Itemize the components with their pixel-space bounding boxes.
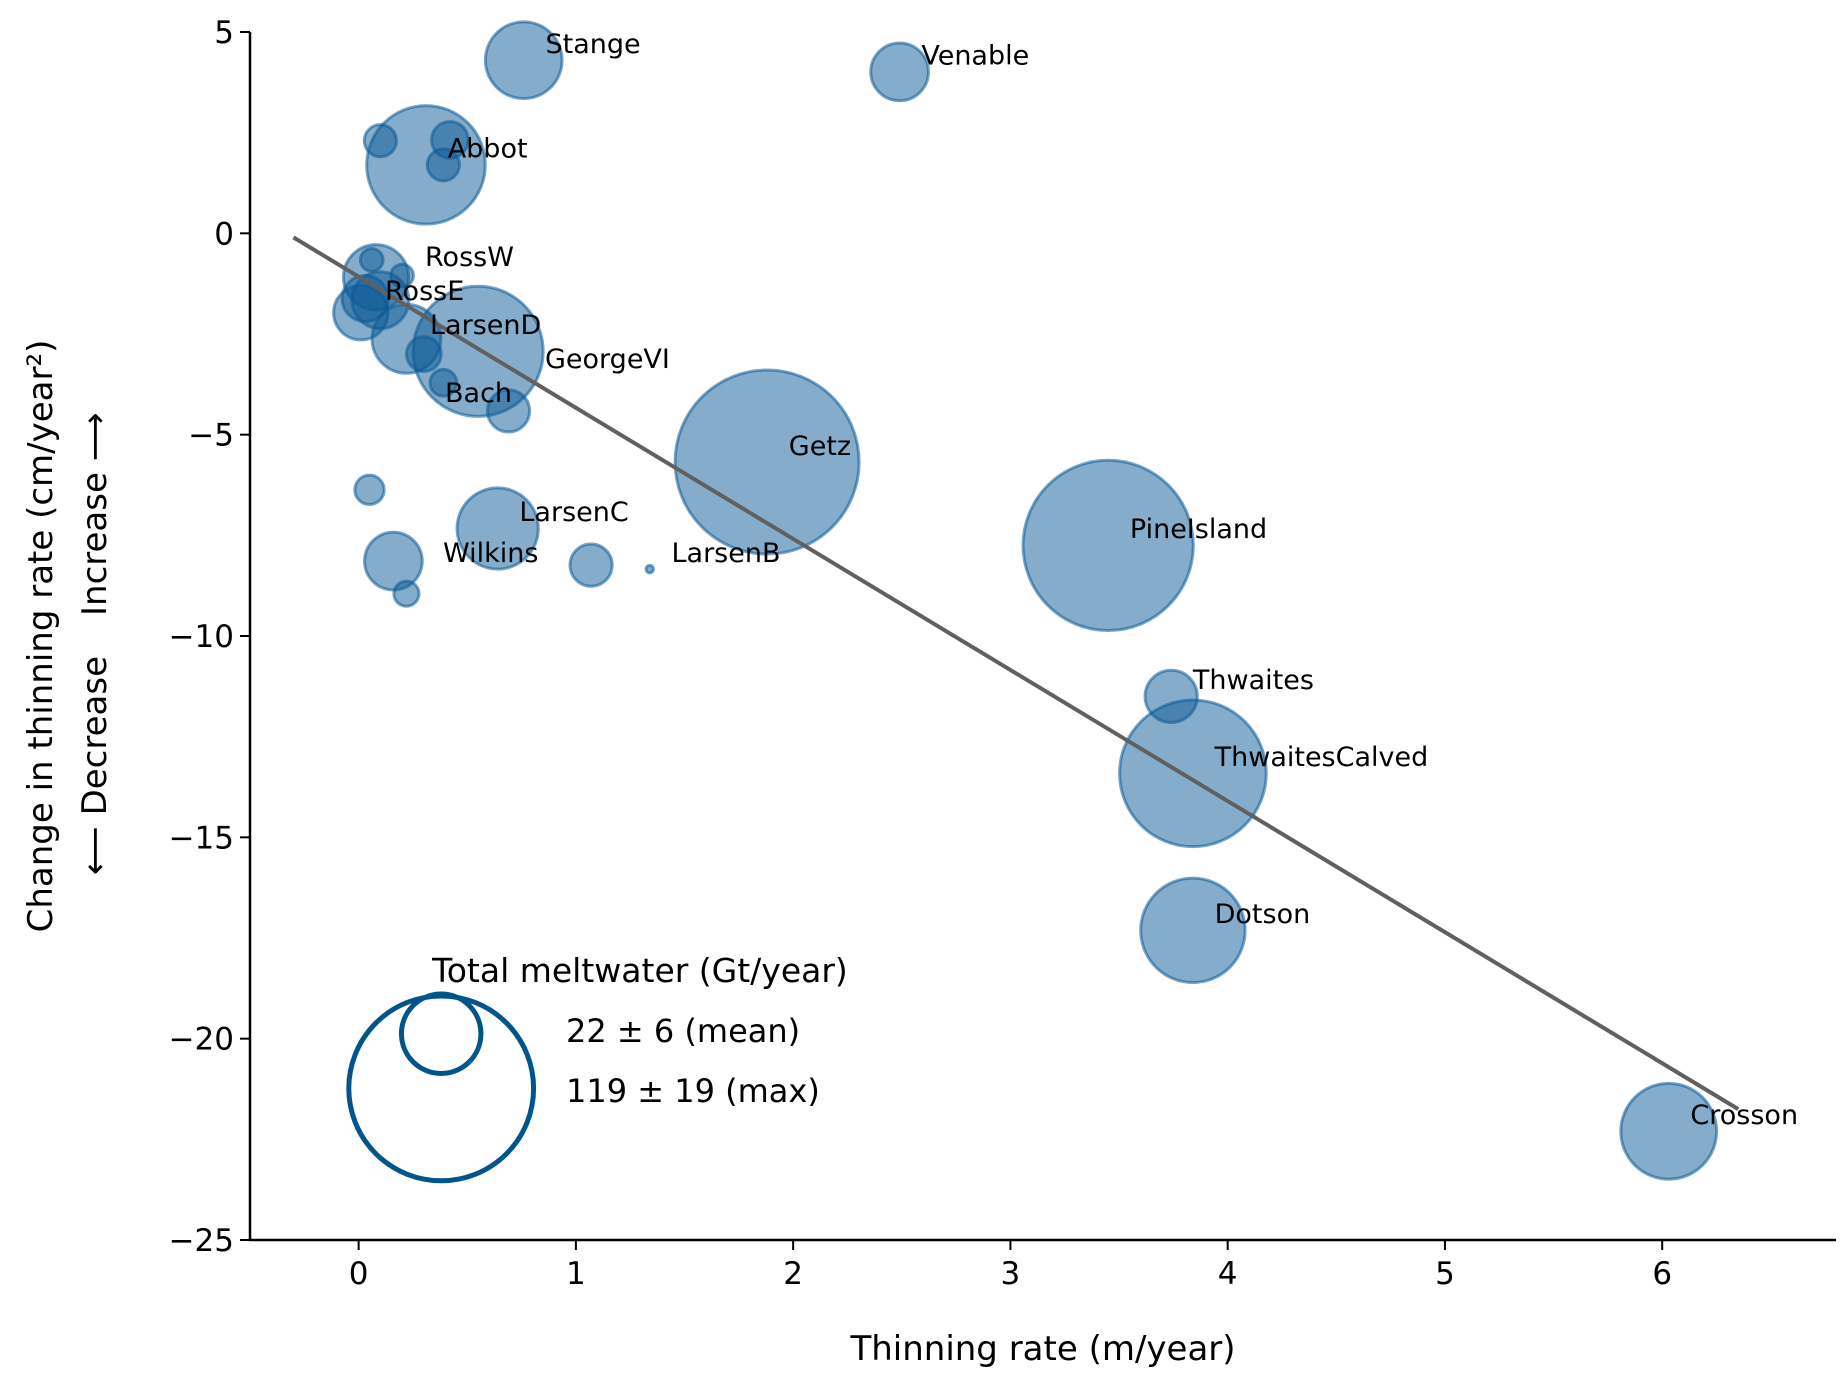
- point-label-rossw: RossW: [425, 242, 514, 273]
- x-tick-label: 5: [1435, 1256, 1455, 1292]
- point-label-pineisland: PineIsland: [1130, 514, 1267, 545]
- data-point: [362, 123, 398, 159]
- data-point-larsenc: [455, 486, 540, 571]
- data-point-thwaites: [1143, 668, 1199, 725]
- x-tick-label: 0: [349, 1256, 369, 1292]
- y-axis-decrease-label: ⟵ Decrease: [75, 656, 115, 875]
- data-point: [485, 388, 532, 434]
- point-label-thwaitescalved: ThwaitesCalved: [1214, 742, 1429, 773]
- point-label-rosse: RossE: [385, 276, 464, 307]
- data-point: [358, 247, 385, 273]
- point-label-larsenc: LarsenC: [519, 497, 628, 528]
- point-label-larsend: LarsenD: [430, 310, 541, 341]
- point-label-thwaites: Thwaites: [1192, 665, 1314, 696]
- y-tick-label: 5: [214, 15, 234, 51]
- legend-circle-max: [346, 993, 537, 1184]
- x-tick-label: 1: [566, 1256, 586, 1292]
- x-axis-label: Thinning rate (m/year): [849, 1329, 1235, 1369]
- y-axis-label: Change in thinning rate (cm/year²): [21, 340, 61, 933]
- data-point: [389, 262, 415, 289]
- point-label-venable: Venable: [921, 41, 1029, 72]
- point-label-getz: Getz: [789, 431, 851, 462]
- data-point: [568, 542, 614, 588]
- data-point: [392, 579, 421, 608]
- point-label-bach: Bach: [445, 378, 512, 409]
- size-legend: Total meltwater (Gt/year) 22 ± 6 (mean) …: [346, 951, 848, 1184]
- y-tick-label: 0: [214, 216, 234, 252]
- point-label-wilkins: Wilkins: [443, 538, 538, 569]
- data-point-thwaitescalved: [1118, 698, 1268, 849]
- legend-circle-mean: [398, 991, 484, 1076]
- point-label-abbot: Abbot: [448, 134, 528, 165]
- data-point-getz: [673, 368, 861, 556]
- legend-title: Total meltwater (Gt/year): [431, 951, 848, 990]
- y-axis-increase-label: Increase ⟶: [75, 413, 115, 616]
- x-tick-label: 6: [1652, 1256, 1672, 1292]
- y-tick-label: −15: [169, 820, 234, 856]
- data-point-larsenb: [644, 563, 656, 575]
- x-tick-label: 4: [1218, 1256, 1238, 1292]
- data-point: [353, 473, 386, 507]
- data-point-wilkins: [363, 530, 424, 592]
- x-tick-label: 2: [783, 1256, 803, 1292]
- data-point-stange: [483, 20, 564, 101]
- axes: 0 1 2 3 4 5 6 5 0 −5 −10 −15 −20 −25: [169, 15, 1836, 1292]
- point-label-larsenb: LarsenB: [671, 538, 780, 569]
- y-tick-label: −20: [169, 1022, 234, 1058]
- data-point: [428, 367, 459, 398]
- data-point: [425, 147, 461, 183]
- bubbles: [332, 20, 1719, 1181]
- data-point-crosson: [1619, 1081, 1719, 1181]
- y-tick-label: −5: [188, 418, 234, 454]
- point-label-georgevi: GeorgeVI: [545, 344, 670, 375]
- point-label-stange: Stange: [545, 29, 640, 60]
- data-point-bach: [404, 335, 443, 373]
- data-point-dotson: [1139, 876, 1247, 985]
- y-tick-label: −25: [169, 1223, 234, 1259]
- data-point-venable: [869, 41, 930, 103]
- legend-entry-mean: 22 ± 6 (mean): [566, 1012, 800, 1050]
- data-point-pineisland: [1021, 458, 1195, 633]
- trend-line: [292, 235, 1740, 1111]
- point-labels: Getz PineIsland ThwaitesCalved GeorgeVI Abbo…: [385, 29, 1798, 1131]
- point-label-crosson: Crosson: [1690, 1100, 1798, 1131]
- x-tick-label: 3: [1001, 1256, 1021, 1292]
- legend-entry-max: 119 ± 19 (max): [566, 1072, 820, 1110]
- point-label-dotson: Dotson: [1215, 899, 1311, 930]
- y-tick-label: −10: [169, 619, 234, 655]
